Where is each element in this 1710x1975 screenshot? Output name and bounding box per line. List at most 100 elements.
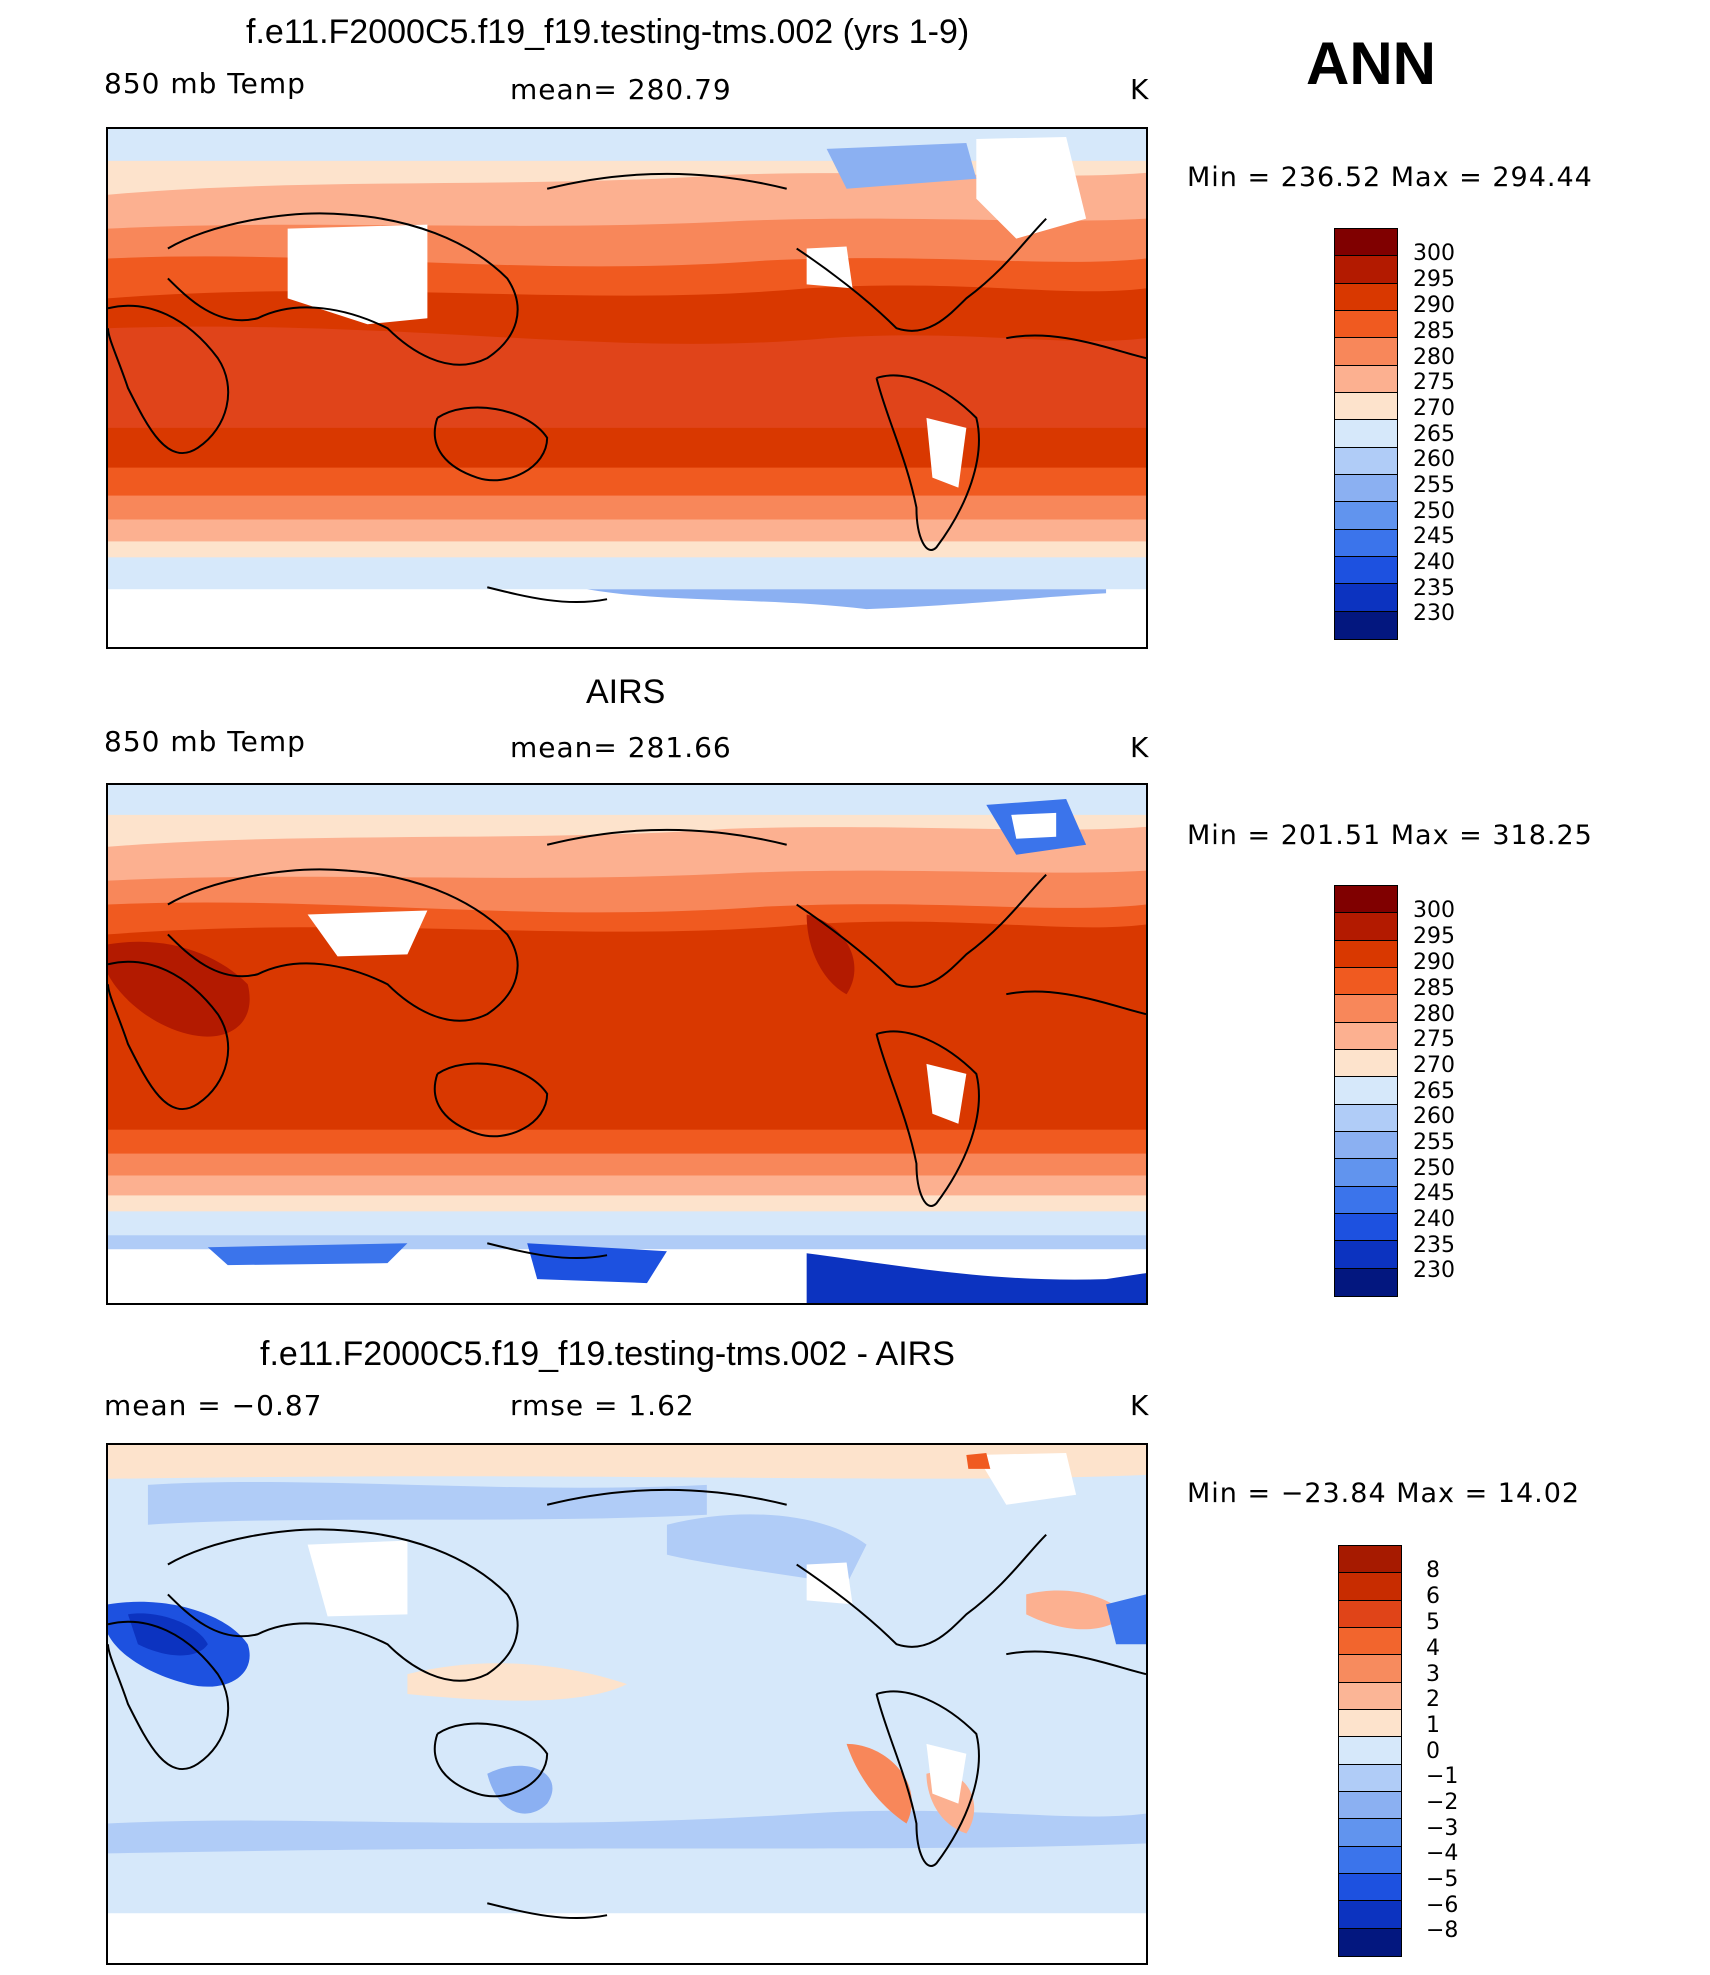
min-max-label: Min = 236.52 Max = 294.44 (1187, 162, 1593, 193)
colorbar-tick-label: 280 (1413, 345, 1455, 370)
panel-title: f.e11.F2000C5.f19_f19.testing-tms.002 (y… (246, 13, 970, 51)
colorbar-tick-label: 255 (1413, 473, 1455, 498)
units-label: K (1130, 1389, 1150, 1422)
mean-label: mean= 280.79 (510, 73, 732, 106)
mean-label: mean= 281.66 (510, 731, 732, 764)
colorbar-tick-label: −2 (1426, 1790, 1459, 1815)
colorbar-cell (1335, 584, 1397, 612)
colorbar-tick-label: −5 (1426, 1867, 1459, 1892)
colorbar-tick-label: 270 (1413, 396, 1455, 421)
colorbar-cell (1335, 611, 1397, 639)
colorbar-cell (1339, 1737, 1401, 1765)
colorbar-cell (1335, 283, 1397, 311)
colorbar-tick-label: 265 (1413, 422, 1455, 447)
map-diff (106, 1443, 1148, 1965)
colorbar-cell (1335, 393, 1397, 421)
colorbar-obs (1334, 885, 1398, 1297)
colorbar-cell (1335, 1268, 1397, 1296)
colorbar-cell (1335, 968, 1397, 996)
colorbar-cell (1335, 1159, 1397, 1187)
colorbar-tick-label: 285 (1413, 319, 1455, 344)
colorbar-cell (1335, 229, 1397, 257)
colorbar-cell (1335, 256, 1397, 284)
colorbar-tick-label: 275 (1413, 1027, 1455, 1052)
colorbar-model (1334, 228, 1398, 640)
variable-label: 850 mb Temp (104, 725, 306, 758)
colorbar-cell (1335, 886, 1397, 914)
colorbar-tick-label: −1 (1426, 1764, 1459, 1789)
colorbar-tick-label: 280 (1413, 1002, 1455, 1027)
colorbar-tick-label: −4 (1426, 1841, 1459, 1866)
colorbar-cell (1335, 1241, 1397, 1269)
colorbar-cell (1339, 1764, 1401, 1792)
colorbar-tick-label: 1 (1426, 1713, 1440, 1738)
min-max-label: Min = 201.51 Max = 318.25 (1187, 820, 1593, 851)
colorbar-tick-label: 295 (1413, 924, 1455, 949)
colorbar-tick-label: 275 (1413, 370, 1455, 395)
colorbar-cell (1335, 1132, 1397, 1160)
colorbar-cell (1335, 940, 1397, 968)
colorbar-cell (1335, 529, 1397, 557)
colorbar-tick-label: 0 (1426, 1739, 1440, 1764)
colorbar-tick-label: −8 (1426, 1918, 1459, 1943)
colorbar-tick-label: 8 (1426, 1558, 1440, 1583)
colorbar-tick-label: 300 (1413, 898, 1455, 923)
colorbar-tick-label: 2 (1426, 1687, 1440, 1712)
map-model (106, 127, 1148, 649)
map-obs (106, 783, 1148, 1305)
colorbar-cell (1339, 1819, 1401, 1847)
colorbar-tick-label: 295 (1413, 267, 1455, 292)
colorbar-tick-label: 235 (1413, 1233, 1455, 1258)
colorbar-tick-label: 260 (1413, 447, 1455, 472)
min-max-label: Min = −23.84 Max = 14.02 (1187, 1478, 1581, 1509)
colorbar-tick-label: 230 (1413, 1258, 1455, 1283)
colorbar-tick-label: 290 (1413, 293, 1455, 318)
colorbar-cell (1339, 1600, 1401, 1628)
colorbar-cell (1335, 502, 1397, 530)
colorbar-cell (1339, 1901, 1401, 1929)
colorbar-cell (1335, 1186, 1397, 1214)
colorbar-tick-label: 240 (1413, 550, 1455, 575)
colorbar-tick-label: 230 (1413, 601, 1455, 626)
colorbar-cell (1335, 1104, 1397, 1132)
colorbar-tick-label: 290 (1413, 950, 1455, 975)
colorbar-cell (1339, 1573, 1401, 1601)
colorbar-cell (1335, 420, 1397, 448)
colorbar-tick-label: 3 (1426, 1662, 1440, 1687)
colorbar-cell (1335, 1077, 1397, 1105)
panel-title: AIRS (586, 673, 666, 711)
colorbar-cell (1339, 1846, 1401, 1874)
colorbar-tick-label: 260 (1413, 1104, 1455, 1129)
colorbar-cell (1335, 338, 1397, 366)
colorbar-cell (1339, 1682, 1401, 1710)
colorbar-cell (1335, 995, 1397, 1023)
colorbar-cell (1339, 1874, 1401, 1902)
colorbar-cell (1335, 1214, 1397, 1242)
colorbar-cell (1339, 1792, 1401, 1820)
colorbar-tick-label: 265 (1413, 1079, 1455, 1104)
colorbar-cell (1339, 1655, 1401, 1683)
colorbar-cell (1339, 1710, 1401, 1738)
colorbar-tick-label: 235 (1413, 576, 1455, 601)
colorbar-tick-label: 6 (1426, 1584, 1440, 1609)
units-label: K (1130, 731, 1150, 764)
season-label: ANN (1306, 30, 1436, 97)
colorbar-tick-label: 245 (1413, 1181, 1455, 1206)
colorbar-cell (1335, 557, 1397, 585)
colorbar-tick-label: 300 (1413, 241, 1455, 266)
colorbar-tick-label: 250 (1413, 499, 1455, 524)
colorbar-cell (1339, 1546, 1401, 1574)
colorbar-tick-label: 255 (1413, 1130, 1455, 1155)
colorbar-cell (1335, 447, 1397, 475)
colorbar-tick-label: 240 (1413, 1207, 1455, 1232)
colorbar-tick-label: 5 (1426, 1610, 1440, 1635)
colorbar-tick-label: −3 (1426, 1816, 1459, 1841)
colorbar-cell (1335, 475, 1397, 503)
panel-title: f.e11.F2000C5.f19_f19.testing-tms.002 - … (260, 1335, 955, 1373)
colorbar-tick-label: 4 (1426, 1636, 1440, 1661)
colorbar-cell (1335, 1022, 1397, 1050)
colorbar-tick-label: 245 (1413, 524, 1455, 549)
colorbar-cell (1335, 365, 1397, 393)
colorbar-tick-label: 285 (1413, 976, 1455, 1001)
colorbar-diff (1338, 1545, 1402, 1957)
